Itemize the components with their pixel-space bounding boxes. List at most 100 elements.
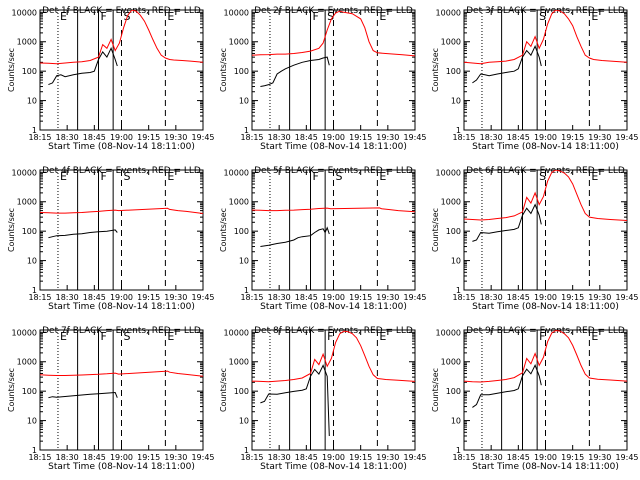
x-tick-label: 19:30 (588, 453, 611, 462)
y-tick-label: 10 (451, 257, 461, 266)
event-marker-label: S (124, 170, 131, 183)
x-tick-label: 18:15 (240, 453, 263, 462)
y-tick-label: 1 (456, 446, 461, 455)
panel-3: 1 10 100 1000 10000 18:15 18:30 18:45 19:00 19:15… (431, 6, 639, 152)
x-tick-label: 19:45 (191, 293, 214, 302)
x-tick-label: 18:45 (507, 453, 530, 462)
events-series-line (48, 229, 118, 239)
panel-8: 1 10 100 1000 10000 18:15 18:30 18:45 19:00 19:15… (219, 326, 427, 472)
events-series-line (48, 47, 118, 86)
y-axis-label: Counts/sec (219, 208, 228, 252)
x-tick-label: 18:45 (83, 453, 106, 462)
y-tick-label: 100 (446, 67, 461, 76)
y-tick-label: 1000 (441, 358, 461, 367)
event-marker-label: E (60, 330, 67, 343)
series-group (40, 370, 203, 399)
y-tick-label: 1000 (229, 38, 249, 47)
x-tick-label: 19:00 (534, 453, 557, 462)
x-tick-label: 19:15 (561, 453, 584, 462)
x-tick-label: 19:30 (164, 293, 187, 302)
y-tick-label: 1000 (17, 38, 37, 47)
y-axis-label: Counts/sec (7, 48, 16, 92)
event-marker-label: E (591, 10, 598, 23)
lld-series-line (252, 207, 415, 213)
event-marker-label: F (101, 10, 107, 23)
y-tick-label: 10 (239, 97, 249, 106)
x-axis-label: Start Time (08-Nov-14 18:11:00) (260, 462, 407, 472)
x-tick-label: 19:30 (164, 453, 187, 462)
x-tick-label: 18:30 (480, 293, 503, 302)
y-tick-label: 10000 (436, 168, 461, 177)
y-tick-label: 10000 (224, 168, 249, 177)
x-tick-label: 19:30 (376, 453, 399, 462)
series-group (252, 330, 415, 437)
events-series-line (472, 364, 542, 408)
x-tick-label: 19:00 (534, 133, 557, 142)
event-marker-label: S (336, 170, 343, 183)
event-marker-label: E (591, 170, 598, 183)
panel-9: 1 10 100 1000 10000 18:15 18:30 18:45 19:00 19:15… (431, 326, 639, 472)
x-axis-label: Start Time (08-Nov-14 18:11:00) (48, 302, 195, 312)
series-group (252, 207, 415, 247)
lld-series-line (464, 10, 627, 65)
y-axis-label: Counts/sec (431, 208, 440, 252)
x-tick-label: 19:45 (615, 133, 638, 142)
x-axis-label: Start Time (08-Nov-14 18:11:00) (472, 302, 619, 312)
y-tick-label: 10000 (224, 8, 249, 17)
y-tick-label: 10000 (12, 168, 37, 177)
event-marker-label: E (379, 10, 386, 23)
panel-6: 1 10 100 1000 10000 18:15 18:30 18:45 19:00 19:15… (431, 166, 639, 312)
x-axis-label: Start Time (08-Nov-14 18:11:00) (48, 462, 195, 472)
x-tick-label: 18:45 (295, 133, 318, 142)
series-group (40, 207, 203, 239)
x-tick-label: 19:45 (403, 453, 426, 462)
event-marker-label: F (313, 10, 319, 23)
lld-series-line (252, 330, 415, 383)
x-tick-label: 19:00 (110, 133, 133, 142)
y-tick-label: 10000 (12, 8, 37, 17)
x-tick-label: 18:15 (28, 133, 51, 142)
event-marker-label: F (327, 330, 333, 343)
event-marker-label: S (124, 330, 131, 343)
lld-series-line (464, 330, 627, 383)
y-tick-label: 10 (239, 417, 249, 426)
y-tick-label: 1 (244, 286, 249, 295)
x-tick-label: 19:15 (349, 293, 372, 302)
x-axis-label: Start Time (08-Nov-14 18:11:00) (472, 462, 619, 472)
x-tick-label: 19:45 (191, 133, 214, 142)
x-tick-label: 19:15 (137, 133, 160, 142)
x-tick-label: 18:15 (452, 133, 475, 142)
event-marker-label: E (379, 170, 386, 183)
lld-series-line (40, 10, 203, 65)
x-tick-label: 18:45 (507, 133, 530, 142)
y-tick-label: 10 (27, 417, 37, 426)
y-tick-label: 10 (451, 97, 461, 106)
x-tick-label: 19:15 (137, 293, 160, 302)
series-group (464, 170, 627, 242)
x-axis-label: Start Time (08-Nov-14 18:11:00) (48, 142, 195, 152)
y-tick-label: 10000 (12, 328, 37, 337)
x-tick-label: 18:30 (56, 293, 79, 302)
series-group (464, 10, 627, 84)
panel-4: 1 10 100 1000 10000 18:15 18:30 18:45 19:00 19:15… (7, 166, 215, 312)
y-tick-label: 1000 (17, 198, 37, 207)
x-tick-label: 18:30 (268, 293, 291, 302)
event-marker-label: E (60, 170, 67, 183)
y-tick-label: 100 (234, 227, 249, 236)
x-axis-label: Start Time (08-Nov-14 18:11:00) (260, 142, 407, 152)
x-tick-label: 18:15 (28, 293, 51, 302)
event-marker-label: E (591, 330, 598, 343)
lld-series-line (252, 10, 415, 57)
x-tick-label: 18:30 (268, 453, 291, 462)
y-tick-label: 1 (32, 446, 37, 455)
x-tick-label: 19:30 (164, 133, 187, 142)
y-tick-label: 1 (32, 286, 37, 295)
y-axis-label: Counts/sec (7, 208, 16, 252)
y-tick-label: 100 (234, 387, 249, 396)
series-group (464, 330, 627, 408)
series-group (40, 10, 203, 86)
y-axis-label: Counts/sec (431, 48, 440, 92)
y-tick-label: 10 (27, 97, 37, 106)
events-series-line (472, 45, 542, 84)
